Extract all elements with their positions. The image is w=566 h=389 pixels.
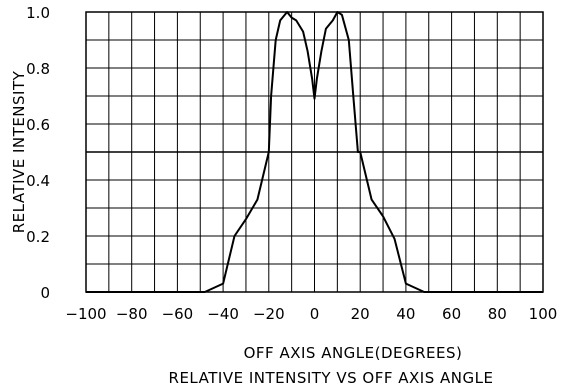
series-line [86,11,543,293]
y-tick-label: 0.6 [26,116,50,134]
x-tick-label: −60 [162,305,194,323]
x-tick-label: 80 [488,305,507,323]
x-tick-label: −40 [207,305,239,323]
y-tick-label: 0 [40,284,50,302]
y-tick-label: 0.8 [26,60,50,78]
x-tick-labels: −100 −80 −60 −40 −20 0 20 40 60 80 100 [65,305,557,323]
y-tick-label: 0.2 [26,228,50,246]
chart-title: RELATIVE INTENSITY VS OFF AXIS ANGLE [169,369,494,387]
x-tick-label: −100 [65,305,106,323]
y-tick-label: 1.0 [26,4,50,22]
y-axis-label: RELATIVE INTENSITY [10,70,28,233]
y-tick-label: 0.4 [26,172,50,190]
plot-frame [85,11,544,293]
y-tick-labels: 0 0.2 0.4 0.6 0.8 1.0 [26,4,50,302]
x-tick-label: 20 [351,305,370,323]
x-axis-label: OFF AXIS ANGLE(DEGREES) [244,344,463,362]
x-tick-label: 60 [442,305,461,323]
x-tick-label: 100 [529,305,558,323]
x-tick-label: −80 [116,305,148,323]
x-tick-label: −20 [253,305,285,323]
x-tick-label: 0 [310,305,320,323]
x-tick-label: 40 [396,305,415,323]
